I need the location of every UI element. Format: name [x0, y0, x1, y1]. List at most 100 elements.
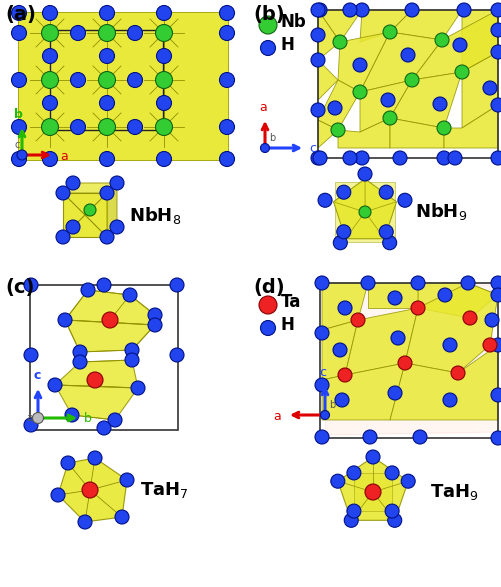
Circle shape — [219, 25, 234, 41]
Circle shape — [58, 313, 72, 327]
Circle shape — [314, 326, 328, 340]
Circle shape — [313, 151, 326, 165]
Circle shape — [12, 120, 27, 134]
Circle shape — [73, 355, 87, 369]
Circle shape — [78, 515, 92, 529]
Circle shape — [127, 25, 142, 41]
Polygon shape — [337, 118, 389, 148]
Circle shape — [65, 408, 79, 422]
Circle shape — [350, 313, 364, 327]
Circle shape — [382, 111, 396, 125]
Circle shape — [456, 3, 470, 17]
Circle shape — [330, 123, 344, 137]
Circle shape — [390, 331, 404, 345]
Circle shape — [387, 291, 401, 305]
Circle shape — [100, 230, 114, 244]
Polygon shape — [333, 202, 364, 239]
Circle shape — [311, 53, 324, 67]
Circle shape — [43, 96, 58, 110]
Circle shape — [387, 513, 401, 527]
Circle shape — [358, 206, 370, 218]
Polygon shape — [389, 118, 443, 148]
Circle shape — [382, 236, 396, 249]
Text: c: c — [319, 366, 326, 379]
Circle shape — [354, 3, 368, 17]
Polygon shape — [317, 120, 337, 148]
Text: TaH$_9$: TaH$_9$ — [429, 482, 478, 502]
Circle shape — [24, 418, 38, 432]
Circle shape — [490, 23, 501, 37]
Bar — [319, 283, 497, 438]
Circle shape — [125, 343, 139, 357]
Polygon shape — [404, 283, 497, 373]
Circle shape — [357, 167, 371, 181]
Text: (b): (b) — [253, 5, 284, 24]
Polygon shape — [317, 60, 337, 100]
Circle shape — [66, 176, 80, 190]
Circle shape — [432, 97, 446, 111]
Polygon shape — [367, 283, 417, 308]
Circle shape — [51, 488, 65, 502]
Circle shape — [352, 85, 366, 99]
Circle shape — [259, 296, 277, 314]
Circle shape — [61, 456, 75, 470]
Circle shape — [12, 25, 27, 41]
Circle shape — [99, 151, 114, 167]
Circle shape — [490, 431, 501, 445]
Circle shape — [337, 301, 351, 315]
Circle shape — [260, 41, 275, 56]
Text: (a): (a) — [5, 5, 36, 24]
Circle shape — [259, 16, 277, 34]
Circle shape — [125, 353, 139, 367]
Circle shape — [336, 185, 350, 199]
Text: H: H — [281, 316, 294, 334]
Text: NbH$_9$: NbH$_9$ — [414, 201, 466, 222]
Polygon shape — [321, 283, 367, 330]
Circle shape — [314, 276, 328, 290]
Polygon shape — [389, 345, 497, 420]
Text: a: a — [26, 413, 33, 423]
Circle shape — [42, 72, 59, 89]
Bar — [317, 10, 497, 158]
Circle shape — [332, 35, 346, 49]
Text: a: a — [273, 410, 280, 423]
Circle shape — [156, 5, 171, 21]
Circle shape — [327, 101, 341, 115]
Polygon shape — [334, 181, 395, 242]
Circle shape — [436, 151, 450, 165]
Polygon shape — [344, 308, 417, 375]
Circle shape — [392, 151, 406, 165]
Circle shape — [380, 93, 394, 107]
Circle shape — [82, 482, 98, 498]
Circle shape — [332, 343, 346, 357]
Circle shape — [330, 474, 344, 488]
Circle shape — [490, 98, 501, 112]
Text: (c): (c) — [5, 278, 34, 297]
Circle shape — [360, 276, 374, 290]
Circle shape — [123, 288, 137, 302]
Circle shape — [219, 73, 234, 87]
Circle shape — [378, 225, 392, 239]
Circle shape — [98, 72, 115, 89]
Circle shape — [447, 151, 461, 165]
Circle shape — [155, 119, 172, 136]
Circle shape — [490, 45, 501, 59]
Circle shape — [219, 5, 234, 21]
Polygon shape — [63, 183, 117, 193]
Circle shape — [127, 73, 142, 87]
Polygon shape — [389, 72, 461, 128]
Circle shape — [365, 450, 379, 464]
Circle shape — [354, 151, 368, 165]
Polygon shape — [364, 202, 396, 239]
Circle shape — [56, 186, 70, 200]
Circle shape — [314, 430, 328, 444]
Circle shape — [81, 283, 95, 297]
Polygon shape — [55, 360, 138, 388]
Circle shape — [311, 151, 324, 165]
Circle shape — [87, 372, 103, 388]
Polygon shape — [337, 32, 389, 92]
Circle shape — [110, 220, 124, 234]
Circle shape — [490, 288, 501, 302]
Circle shape — [346, 466, 360, 480]
Circle shape — [148, 318, 162, 332]
